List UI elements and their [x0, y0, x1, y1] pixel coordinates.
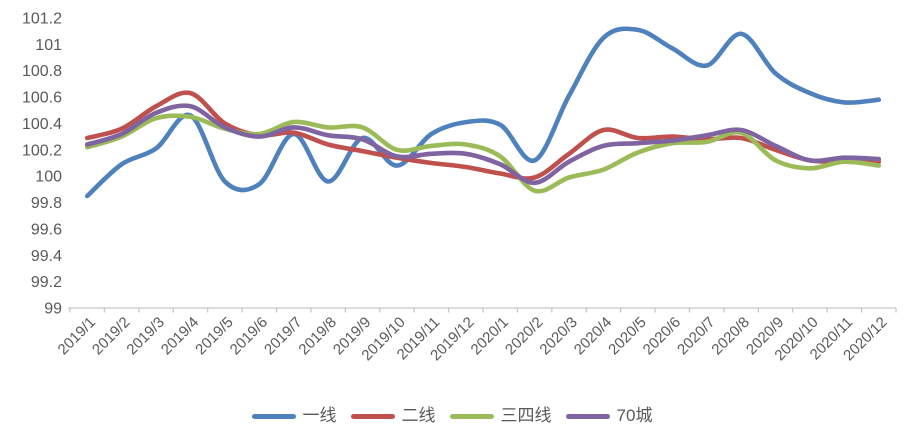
legend-label: 一线 — [302, 406, 337, 425]
x-axis-label: 2020/2 — [502, 314, 546, 358]
legend-label: 70城 — [616, 406, 653, 425]
y-axis-label: 101.2 — [22, 11, 62, 28]
y-axis-label: 99.8 — [31, 195, 62, 212]
x-axis-label: 2020/8 — [708, 314, 752, 358]
y-axis-label: 99 — [44, 301, 62, 318]
legend-item-tier1: 一线 — [251, 403, 337, 429]
x-axis-label: 2020/5 — [605, 314, 649, 358]
legend-line-swatch — [565, 413, 610, 419]
x-axis-label: 2019/6 — [227, 314, 271, 358]
y-axis-label: 99.6 — [31, 221, 62, 238]
series-line-cities70 — [84, 103, 882, 186]
legend-line-swatch — [350, 413, 395, 419]
x-axis-label: 2019/4 — [158, 314, 202, 358]
x-axis-label: 2019/7 — [261, 314, 305, 358]
legend-item-tier3-4: 三四线 — [449, 403, 552, 429]
x-axis-label: 2019/1 — [55, 314, 99, 358]
legend-item-cities70: 70城 — [565, 403, 653, 429]
x-axis-label: 2019/2 — [89, 314, 133, 358]
y-axis-label: 100.2 — [22, 142, 62, 159]
x-axis-label: 2019/8 — [295, 314, 339, 358]
series-line-tier3-4 — [84, 113, 882, 194]
legend-label: 三四线 — [500, 406, 552, 425]
legend-item-tier2: 二线 — [350, 403, 436, 429]
x-axis-label: 2019/5 — [192, 314, 236, 358]
legend-label: 二线 — [401, 406, 436, 425]
series-line-tier1 — [84, 26, 882, 199]
legend-line-swatch — [449, 413, 494, 419]
chart-legend: 一线 二线 三四线 70城 — [0, 403, 904, 429]
y-axis-label: 99.4 — [31, 248, 62, 265]
y-axis-label: 99.2 — [31, 274, 62, 291]
y-axis-label: 100 — [35, 169, 62, 186]
x-axis-label: 2020/7 — [674, 314, 718, 358]
y-axis-label: 101 — [35, 37, 62, 54]
x-axis-label: 2020/4 — [571, 314, 615, 358]
x-axis-label: 2020/6 — [640, 314, 684, 358]
legend-line-swatch — [251, 413, 296, 419]
x-axis-label: 2020/3 — [536, 314, 580, 358]
series-line-tier2 — [84, 90, 882, 181]
x-axis-label: 2019/3 — [123, 314, 167, 358]
y-axis-label: 100.4 — [22, 116, 62, 133]
x-axis-label: 2020/1 — [468, 314, 512, 358]
y-axis-label: 100.6 — [22, 90, 62, 107]
y-axis-label: 100.8 — [22, 63, 62, 80]
